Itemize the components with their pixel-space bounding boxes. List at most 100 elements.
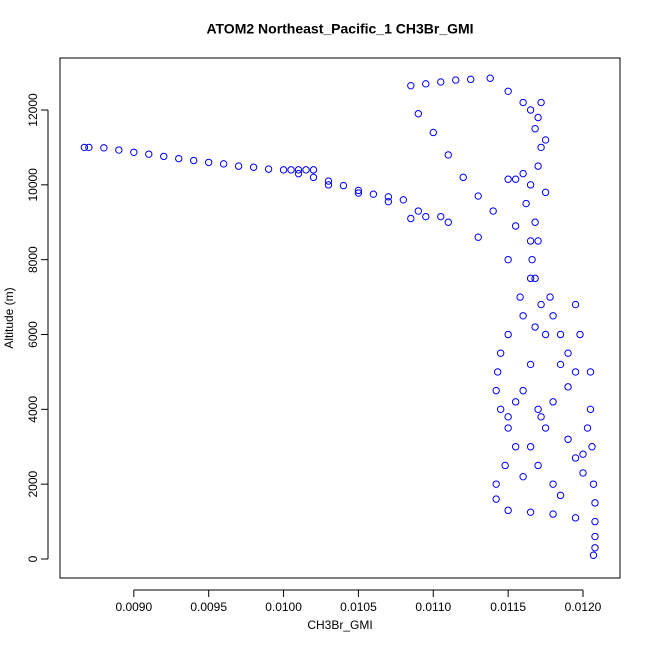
point: [279, 166, 288, 174]
point: [467, 75, 475, 84]
y-tick-label: 12000: [26, 93, 40, 127]
point: [519, 312, 527, 320]
point: [474, 233, 482, 241]
point: [324, 181, 333, 189]
x-tick-label: 0.0100: [265, 600, 302, 614]
point: [422, 80, 430, 88]
x-tick-label: 0.0090: [115, 600, 152, 614]
point: [190, 156, 198, 165]
point: [496, 349, 505, 357]
point: [526, 274, 535, 283]
point: [549, 510, 557, 518]
point: [526, 443, 535, 451]
point: [591, 544, 599, 552]
x-tick-label: 0.0095: [190, 600, 227, 614]
point: [564, 435, 572, 443]
point: [429, 128, 437, 137]
point: [541, 188, 550, 197]
point: [100, 144, 108, 152]
point: [534, 237, 542, 245]
point: [504, 506, 512, 515]
point: [437, 212, 445, 221]
point: [531, 323, 539, 331]
point: [571, 300, 580, 309]
point: [324, 177, 333, 185]
point: [492, 480, 500, 488]
point: [564, 349, 572, 357]
point: [354, 189, 363, 197]
point: [526, 106, 535, 114]
point: [501, 461, 509, 470]
point: [589, 480, 598, 488]
point: [414, 110, 423, 118]
x-tick-label: 0.0120: [565, 600, 602, 614]
point: [459, 173, 467, 182]
point: [130, 148, 138, 156]
point: [407, 81, 415, 90]
x-tick-label: 0.0110: [415, 600, 451, 614]
point: [384, 197, 393, 206]
point: [526, 508, 535, 516]
point: [519, 98, 527, 107]
point: [579, 469, 587, 477]
point: [588, 443, 596, 451]
x-tick-label: 0.0115: [490, 600, 526, 614]
y-tick-label: 8000: [26, 246, 40, 273]
point: [80, 143, 89, 152]
point: [528, 255, 536, 264]
point: [492, 495, 500, 503]
point: [511, 443, 520, 451]
point: [219, 160, 228, 168]
point: [444, 151, 452, 159]
point: [534, 162, 542, 170]
point: [526, 181, 535, 189]
point: [522, 199, 530, 208]
point: [579, 450, 587, 458]
point: [534, 405, 542, 414]
point: [571, 368, 580, 376]
point: [384, 193, 393, 201]
point: [586, 368, 595, 376]
point: [541, 424, 550, 432]
point: [586, 405, 595, 414]
point: [564, 383, 572, 391]
point: [504, 87, 512, 95]
point: [493, 368, 502, 376]
point: [571, 454, 580, 462]
y-axis-label: Altitude (m): [2, 287, 16, 348]
point: [354, 186, 363, 195]
point: [504, 413, 512, 421]
point: [504, 255, 512, 264]
point: [549, 480, 557, 488]
point: [115, 146, 123, 154]
point: [504, 175, 512, 183]
point: [422, 212, 430, 221]
point: [511, 175, 520, 183]
point: [444, 218, 452, 226]
point: [496, 405, 505, 414]
y-tick-label: 4000: [26, 396, 40, 423]
point: [309, 173, 318, 182]
point: [556, 491, 565, 500]
y-tick-label: 2000: [26, 470, 40, 497]
point: [549, 312, 557, 320]
point: [294, 169, 303, 178]
point: [369, 190, 378, 198]
point: [519, 472, 527, 481]
point: [534, 113, 542, 122]
point: [516, 293, 524, 301]
point: [526, 360, 535, 369]
y-tick-label: 6000: [26, 321, 40, 348]
point: [309, 166, 318, 174]
point: [537, 98, 545, 107]
point: [591, 499, 599, 507]
point: [537, 143, 545, 152]
point: [489, 207, 497, 215]
point: [534, 461, 542, 470]
y-tick-label: 0: [26, 555, 40, 562]
point: [160, 152, 168, 161]
x-tick-label: 0.0105: [340, 600, 377, 614]
point: [589, 551, 598, 559]
y-tick-label: 10000: [26, 168, 40, 202]
